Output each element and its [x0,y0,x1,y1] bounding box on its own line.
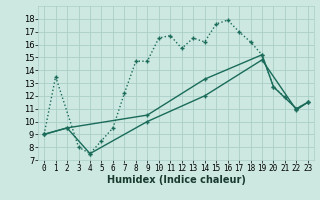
X-axis label: Humidex (Indice chaleur): Humidex (Indice chaleur) [107,175,245,185]
